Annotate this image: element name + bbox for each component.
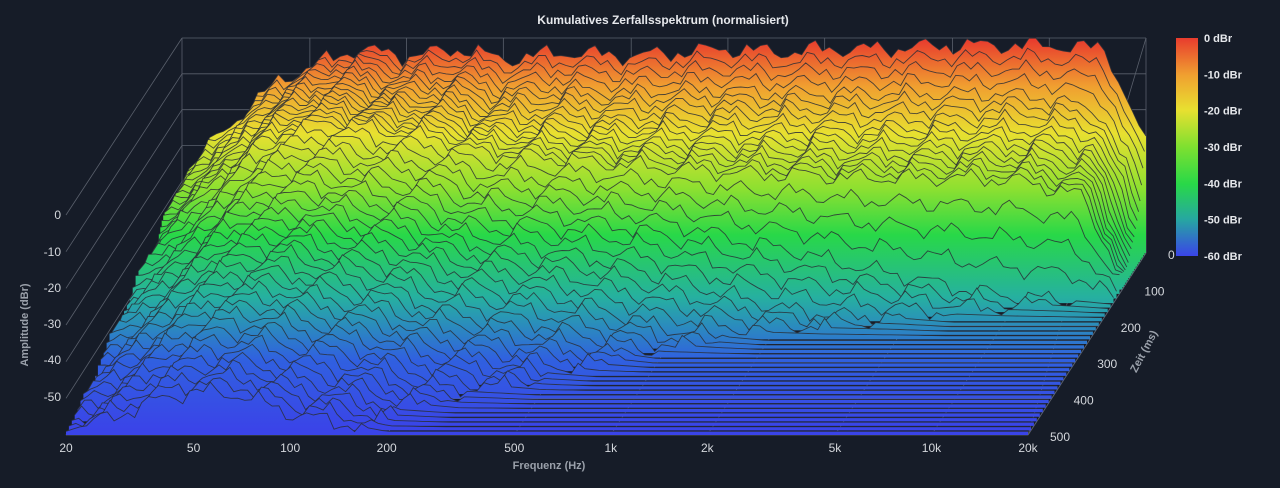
color-legend-label: 0 dBr: [1204, 33, 1233, 45]
slice-line: [164, 97, 1129, 263]
z-tick-label: 200: [1121, 321, 1141, 335]
color-legend-label: -50 dBr: [1204, 215, 1243, 227]
slice-line: [175, 59, 1141, 202]
z-tick-label: 300: [1097, 357, 1117, 371]
slice-line: [146, 147, 1111, 307]
slice-line: [174, 65, 1140, 212]
z-tick-label: 400: [1074, 394, 1094, 408]
slice-line: [71, 366, 1034, 425]
x-tick-label: 2k: [701, 441, 715, 455]
side-grid-line: [65, 145, 183, 326]
slice-line: [65, 381, 1028, 433]
color-legend-label: -60 dBr: [1204, 251, 1243, 263]
side-grid-line: [65, 181, 183, 362]
waterfall-slices: [65, 37, 1147, 435]
slice-line: [161, 108, 1126, 271]
slice-line: [155, 123, 1120, 276]
slice-line: [129, 196, 1093, 334]
slice-line: [77, 351, 1040, 414]
color-legend-label: -10 dBr: [1204, 69, 1243, 81]
z-axis-label: Zeit (ms): [1128, 328, 1160, 374]
y-tick-label: -50: [44, 390, 62, 404]
slice-line: [83, 333, 1046, 405]
y-tick-label: -30: [44, 317, 62, 331]
slice-line: [68, 377, 1031, 428]
slice-line: [180, 47, 1145, 187]
slice-line: [114, 239, 1079, 356]
slice-line: [106, 265, 1070, 369]
color-legend-label: -30 dBr: [1204, 142, 1243, 154]
slice-line: [85, 325, 1049, 402]
slice-line: [123, 217, 1087, 341]
slice-line: [140, 162, 1105, 316]
slice-line: [100, 280, 1064, 378]
slice-line: [135, 180, 1099, 325]
slice-fill: [66, 382, 1028, 435]
side-grid-line: [65, 109, 183, 289]
x-tick-label: 5k: [829, 441, 843, 455]
slice-line: [132, 190, 1096, 330]
slice-line: [126, 206, 1090, 337]
x-tick-label: 500: [504, 441, 524, 455]
slice-line: [117, 233, 1082, 352]
chart-title: Kumulatives Zerfallsspektrum (normalisie…: [537, 13, 788, 27]
slice-line: [152, 135, 1117, 292]
slice-line: [103, 272, 1067, 374]
axis-labels: 20 50 100 200 500 1k 2k 5k 10k 20k 0 -10 -20 -30 -40 -5…: [44, 208, 1175, 455]
x-tick-label: 20k: [1018, 441, 1038, 455]
slice-line: [74, 359, 1037, 419]
color-legend: 0 dBr -10 dBr -20 dBr -30 dBr -40 dBr -50 dBr…: [1176, 33, 1243, 263]
x-tick-label: 50: [187, 441, 201, 455]
slice-line: [80, 343, 1043, 410]
slice-line: [109, 255, 1073, 364]
x-axis-label: Frequenz (Hz): [513, 460, 586, 472]
z-tick-label: 100: [1144, 284, 1164, 298]
x-tick-label: 10k: [922, 441, 942, 455]
color-legend-label: -20 dBr: [1204, 106, 1243, 118]
z-tick-label: 500: [1050, 430, 1070, 444]
x-tick-label: 200: [377, 441, 397, 455]
slice-line: [165, 94, 1131, 257]
x-tick-label: 100: [280, 441, 300, 455]
y-tick-label: -20: [44, 281, 62, 295]
slice-line: [120, 223, 1084, 346]
y-tick-label: 0: [54, 208, 61, 222]
slice-line: [149, 138, 1114, 298]
slice-line: [163, 102, 1128, 268]
slice-line: [167, 90, 1132, 250]
slice-line: [160, 114, 1125, 272]
y-tick-label: -10: [44, 245, 62, 259]
x-tick-label: 1k: [604, 441, 618, 455]
side-grid-line: [65, 37, 183, 216]
slice-line: [181, 37, 1147, 185]
x-tick-label: 20: [59, 441, 73, 455]
slice-line: [138, 169, 1102, 321]
slice-line: [158, 118, 1123, 274]
color-legend-label: -40 dBr: [1204, 178, 1243, 190]
slice-line: [94, 299, 1058, 388]
z-tick-label: 0: [1168, 248, 1175, 262]
side-grid-line: [65, 73, 183, 252]
slice-line: [178, 52, 1144, 189]
slice-line: [97, 291, 1061, 382]
slice-line: [91, 305, 1055, 392]
slice-line: [177, 55, 1143, 191]
color-legend-bar: [1176, 38, 1198, 256]
slice-line: [88, 316, 1052, 398]
y-axis-label: Amplitude (dBr): [19, 283, 31, 366]
y-tick-label: -40: [44, 353, 62, 367]
